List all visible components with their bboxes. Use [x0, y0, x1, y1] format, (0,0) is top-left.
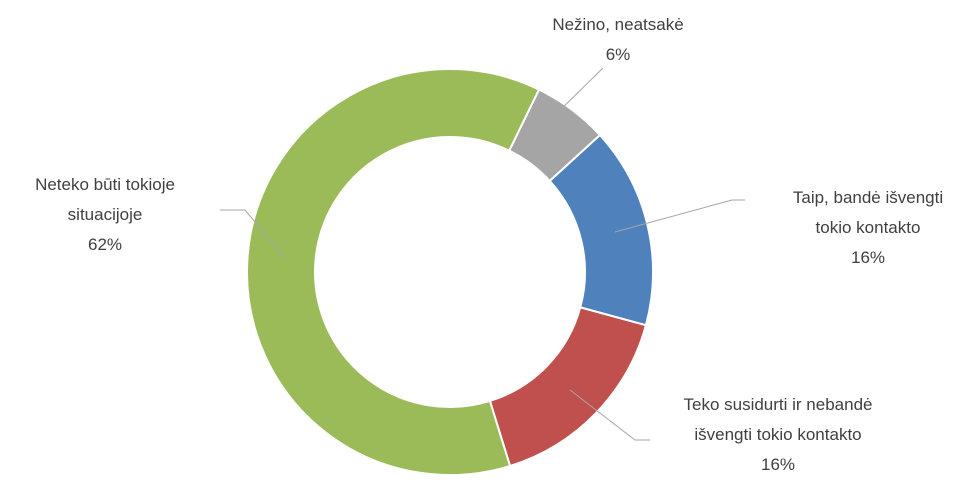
- slice-label: Nežino, neatsakė: [552, 15, 684, 34]
- leader-line: [569, 389, 650, 441]
- slice-value-label: 16%: [850, 248, 886, 267]
- slice-value-label: 16%: [760, 455, 796, 474]
- slice-value-label: 62%: [87, 235, 123, 254]
- slice-label: Taip, bandė išvengti tokio kontakto: [792, 188, 944, 237]
- leader-line: [551, 67, 604, 119]
- slice-label: Neteko būti tokioje situacijoje: [35, 175, 175, 224]
- leader-line: [220, 209, 286, 259]
- slice-value-label: 6%: [605, 45, 631, 64]
- donut-slice: [488, 306, 648, 468]
- leader-line: [614, 199, 745, 233]
- donut-slice: [246, 68, 541, 476]
- slice-label: Teko susidurti ir nebandė išvengti tokio…: [683, 395, 873, 444]
